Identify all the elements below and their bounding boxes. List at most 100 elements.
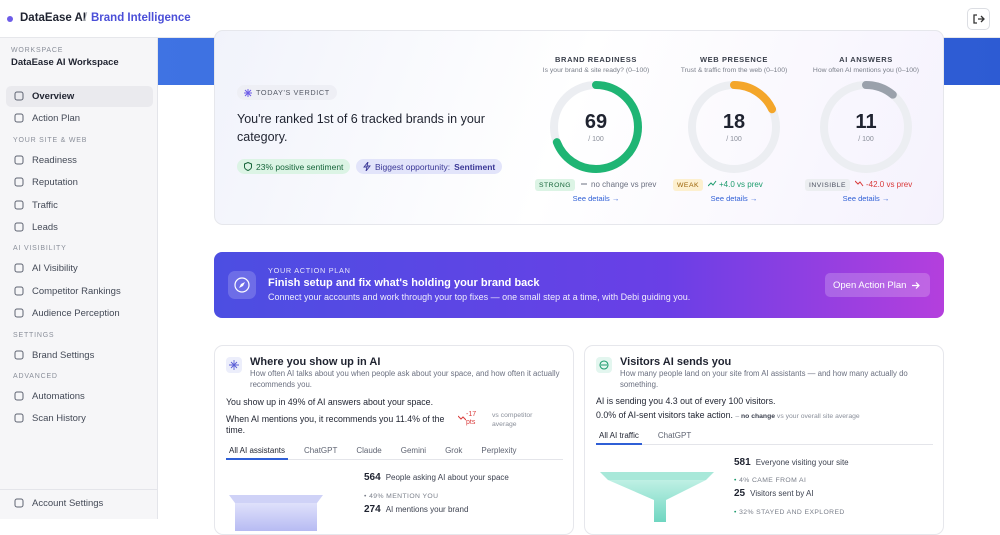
nav-icon xyxy=(14,498,24,508)
tab[interactable]: Claude xyxy=(356,446,382,455)
opportunity-chip: Biggest opportunity: Sentiment xyxy=(356,159,503,174)
workspace-name[interactable]: DataEase AI Workspace xyxy=(11,57,119,68)
see-details[interactable]: See details → xyxy=(710,194,758,203)
nav-item[interactable]: Reputation xyxy=(6,172,153,193)
funnel-shape xyxy=(229,495,323,531)
nav-item-label: Audience Perception xyxy=(32,308,120,320)
funnel-top-label: Everyone visiting your site xyxy=(755,458,849,467)
nav-icon xyxy=(14,177,24,187)
score-title: AI ANSWERS xyxy=(839,55,893,64)
recommend-line: When AI mentions you, it recommends you … xyxy=(226,414,445,435)
open-action-plan-button[interactable]: Open Action Plan xyxy=(825,273,930,297)
card-icon xyxy=(226,357,242,373)
icon-shape xyxy=(14,263,24,273)
nav-item-label: AI Visibility xyxy=(32,263,78,275)
tab[interactable]: Perplexity xyxy=(481,446,517,455)
nav-heading: AI VISIBILITY xyxy=(13,245,67,253)
tab[interactable]: ChatGPT xyxy=(657,431,692,440)
nav-icon xyxy=(14,263,24,273)
verdict-card: TODAY'S VERDICT You're ranked 1st of 6 t… xyxy=(214,30,944,225)
sidebar-divider xyxy=(0,489,158,490)
nav-item[interactable]: Action Plan xyxy=(6,108,153,129)
funnel-top: 564 People asking AI about your space xyxy=(364,472,509,483)
funnel-note: • 4% CAME FROM AI xyxy=(734,477,807,484)
nav-item[interactable]: Competitor Rankings xyxy=(6,281,153,302)
nav-item[interactable]: Automations xyxy=(6,386,153,407)
action-plan-label: YOUR ACTION PLAN xyxy=(268,266,351,275)
competitor-delta: -17 pts xyxy=(466,411,477,426)
status-badge: INVISIBLE xyxy=(805,179,850,191)
card-title: Visitors AI sends you xyxy=(620,356,732,368)
nav-icon xyxy=(14,200,24,210)
nav-item[interactable]: Scan History xyxy=(6,408,153,429)
arrow-icon xyxy=(912,281,921,289)
funnel-top-value: 564 xyxy=(364,472,381,483)
action-plan-banner: YOUR ACTION PLAN Finish setup and fix wh… xyxy=(214,252,944,318)
brand-dot xyxy=(7,16,13,22)
card-description: How many people land on your site from A… xyxy=(620,369,908,389)
separator: / xyxy=(84,12,88,24)
sparkle-icon xyxy=(244,88,252,97)
delta-icon xyxy=(707,180,717,187)
nav-icon xyxy=(14,113,24,123)
nav-item[interactable]: Brand Settings xyxy=(6,345,153,366)
verdict-text: You're ranked 1st of 6 tracked brands in… xyxy=(237,112,485,144)
score-title: BRAND READINESS xyxy=(555,55,637,64)
nav-item[interactable]: Readiness xyxy=(6,150,153,171)
gauge: 11 / 100 xyxy=(820,81,912,173)
icon-shape xyxy=(14,222,24,232)
logout-button[interactable] xyxy=(967,8,990,30)
score-subtitle: Trust & traffic from the web (0–100) xyxy=(680,67,788,74)
bolt-icon xyxy=(363,162,371,171)
nav-item[interactable]: Leads xyxy=(6,217,153,238)
gauge-max: / 100 xyxy=(858,136,874,143)
nav-item[interactable]: Audience Perception xyxy=(6,303,153,324)
sentiment-text: 23% positive sentiment xyxy=(256,161,344,172)
ai-presence-card: Where you show up in AI How often AI tal… xyxy=(214,345,574,535)
nav-item[interactable]: Traffic xyxy=(6,195,153,216)
tab[interactable]: Grok xyxy=(445,446,463,455)
shield-icon xyxy=(244,162,252,171)
verdict-label-text: TODAY'S VERDICT xyxy=(256,88,330,97)
ai-visitors-card: Visitors AI sends you How many people la… xyxy=(584,345,944,535)
nav-item[interactable]: Overview xyxy=(6,86,153,107)
gauge-value: 69 xyxy=(585,111,607,133)
score-title: WEB PRESENCE xyxy=(699,55,769,64)
score-delta: +4.0 vs prev xyxy=(707,180,763,189)
delta-icon xyxy=(581,183,587,185)
see-details[interactable]: See details → xyxy=(842,194,890,203)
funnel-shape xyxy=(600,472,714,522)
score-delta: -42.0 vs prev xyxy=(854,180,912,189)
tab[interactable]: Gemini xyxy=(400,446,427,455)
tab[interactable]: All AI assistants xyxy=(226,446,289,460)
funnel-note: • 32% STAYED AND EXPLORED xyxy=(734,509,845,516)
nav-item[interactable]: Account Settings xyxy=(6,493,153,514)
nav-icon xyxy=(14,350,24,360)
opportunity-emphasis: Sentiment xyxy=(454,161,496,172)
icon-shape xyxy=(14,498,24,508)
icon-shape xyxy=(14,350,24,360)
icon-shape xyxy=(14,113,24,123)
visitors-line: AI is sending you 4.3 out of every 100 v… xyxy=(596,396,776,406)
funnel-bottom-label: Visitors sent by AI xyxy=(750,489,814,498)
funnel-note2-text: 32% STAYED AND EXPLORED xyxy=(739,509,845,516)
funnel-note: • 49% MENTION YOU xyxy=(364,493,439,500)
icon-shape xyxy=(14,308,24,318)
funnel-top-value: 581 xyxy=(734,457,751,468)
nav-icon xyxy=(14,91,24,101)
nav-heading: YOUR SITE & WEB xyxy=(13,136,88,144)
icon-shape xyxy=(14,391,24,401)
nav-item-label: Overview xyxy=(32,91,75,102)
score-delta: no change vs prev xyxy=(580,180,656,189)
delta-icon-shape xyxy=(707,180,717,187)
brand-name: DataEase AI xyxy=(20,12,87,24)
nav-item-label: Scan History xyxy=(32,413,86,425)
nav-icon xyxy=(14,391,24,401)
funnel-note-text: 49% MENTION YOU xyxy=(369,493,439,500)
tab[interactable]: ChatGPT xyxy=(304,446,338,455)
status-badge: WEAK xyxy=(673,179,704,191)
tab[interactable]: All AI traffic xyxy=(596,431,642,445)
nav-item-label: Competitor Rankings xyxy=(32,285,121,297)
nav-item[interactable]: AI Visibility xyxy=(6,258,153,279)
see-details[interactable]: See details → xyxy=(572,194,620,203)
